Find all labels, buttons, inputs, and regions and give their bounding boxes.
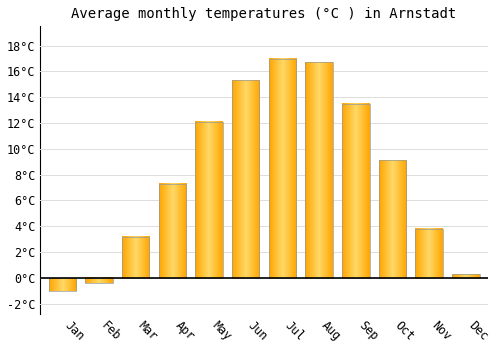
Bar (342, 104, 369, 278)
Bar (378, 160, 406, 278)
Bar (232, 80, 260, 278)
Bar (48, 278, 76, 290)
Title: Average monthly temperatures (°C ) in Arnstadt: Average monthly temperatures (°C ) in Ar… (72, 7, 456, 21)
Bar (416, 229, 443, 278)
Bar (452, 274, 479, 278)
Bar (196, 122, 223, 278)
Bar (122, 237, 150, 278)
Bar (306, 62, 333, 278)
Bar (158, 184, 186, 278)
Bar (85, 278, 112, 283)
Bar (268, 58, 296, 278)
